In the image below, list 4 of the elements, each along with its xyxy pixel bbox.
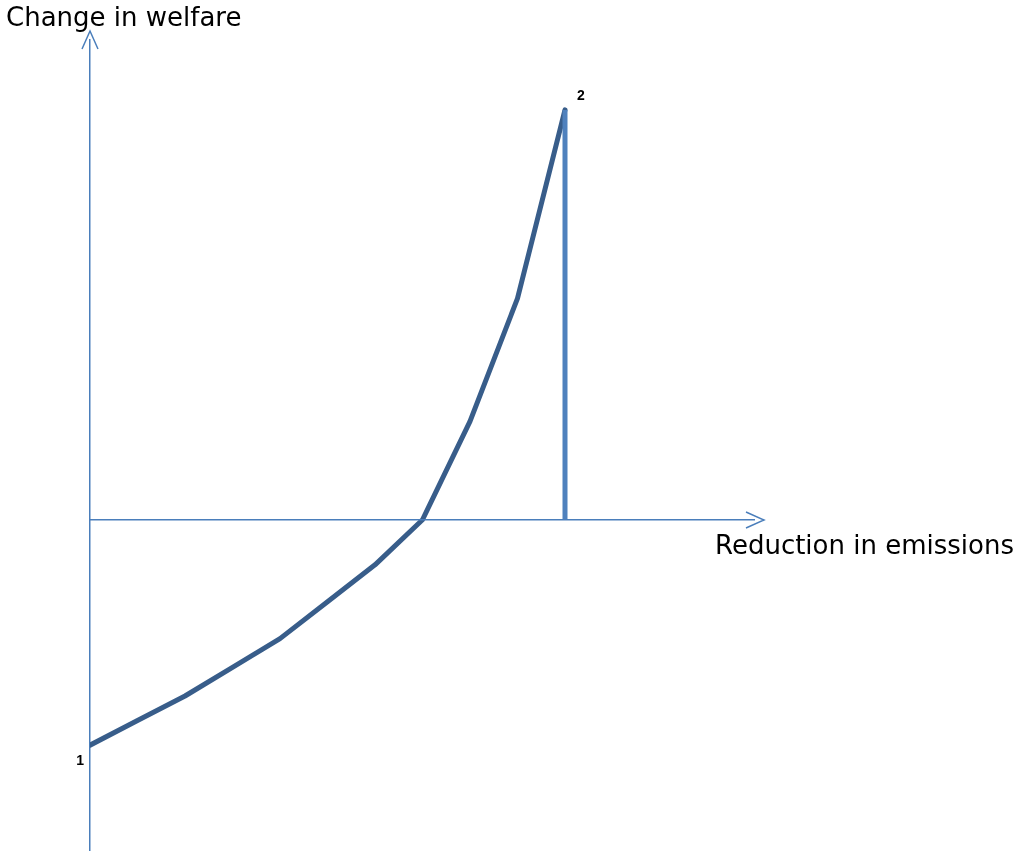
text: 1: [76, 752, 85, 769]
text: 2: [577, 86, 585, 103]
x-axis-title: Reduction in emissions: [715, 530, 1014, 560]
y-axis-title: Change in welfare: [6, 2, 242, 32]
